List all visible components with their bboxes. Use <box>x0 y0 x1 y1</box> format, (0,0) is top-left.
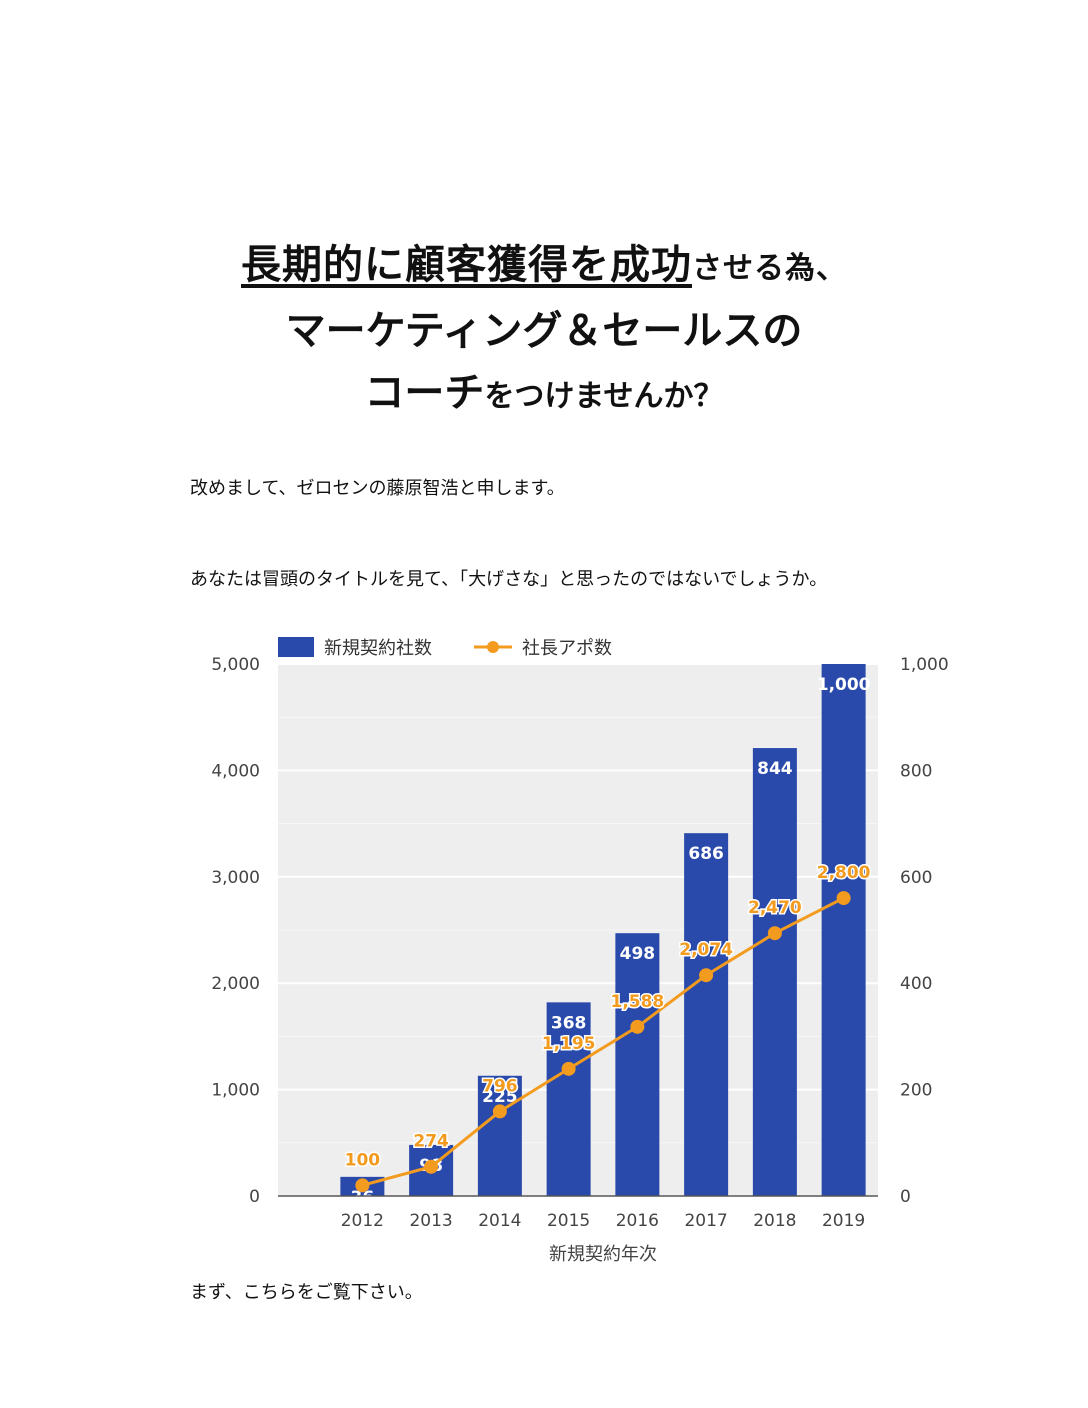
line-point-label: 2,800 <box>817 863 871 883</box>
question-paragraph: あなたは冒頭のタイトルを見て、「大げさな」と思ったのではないでしょうか。 <box>190 569 828 590</box>
bar <box>546 1002 591 1196</box>
y2-tick-label: 600 <box>900 868 932 888</box>
headline-line-2: マーケティング＆セールスの <box>285 307 803 354</box>
line-series-path <box>361 896 845 1187</box>
legend-line-label: 社長アポ数 <box>522 638 612 659</box>
y2-tick-label: 200 <box>900 1081 932 1101</box>
bar <box>477 1075 522 1196</box>
line-point <box>836 891 851 906</box>
bar-label: 36 <box>351 1188 375 1208</box>
headline-line-3-tail: をつけませんか？ <box>484 379 724 414</box>
x-tick-label: 2017 <box>684 1211 727 1231</box>
line-point <box>630 1019 645 1034</box>
y-tick-label: 3,000 <box>211 868 260 888</box>
combo-chart: 0 1,000 2,000 3,000 4,000 5,000 0 200 400 600 800 1… <box>211 637 949 1265</box>
y-tick-label: 2,000 <box>211 974 260 994</box>
x-tick-label: 2019 <box>822 1211 865 1231</box>
intro-paragraph: 改めまして、ゼロセンの藤原智浩と申します。 <box>190 478 565 499</box>
x-tick-label: 2018 <box>753 1211 796 1231</box>
line-point-label: 100 <box>345 1150 381 1170</box>
bar-label: 844 <box>757 759 793 779</box>
bar <box>684 833 729 1196</box>
x-tick-label: 2016 <box>616 1211 659 1231</box>
headline-line-1: 長期的に顧客獲得を成功させる為、 <box>0 232 1088 290</box>
x-tick-label: 2014 <box>478 1211 521 1231</box>
y-tick-label: 0 <box>249 1187 260 1207</box>
line-point <box>561 1061 576 1076</box>
headline-line-1-tail: させる為、 <box>692 251 847 286</box>
lead-paragraph: まず、こちらをご覧下さい。 <box>190 1282 423 1303</box>
line-point <box>767 926 782 941</box>
line-point-label: 1,588 <box>610 992 664 1012</box>
x-tick-label: 2015 <box>547 1211 590 1231</box>
y2-tick-label: 1,000 <box>900 655 949 675</box>
bar <box>752 748 797 1196</box>
legend-line-marker <box>487 641 499 653</box>
headline-line-1-main: 長期的に顧客獲得を成功 <box>241 241 692 288</box>
headline-line-3-main: コーチ <box>364 369 485 416</box>
bar-label: 686 <box>688 844 724 864</box>
line-point <box>424 1159 439 1174</box>
bar <box>615 933 660 1196</box>
line-point-label: 2,074 <box>679 940 733 960</box>
line-point <box>699 968 714 983</box>
line-point <box>492 1104 507 1119</box>
legend-bar-label: 新規契約社数 <box>324 638 432 659</box>
y-tick-label: 5,000 <box>211 655 260 675</box>
x-tick-label: 2012 <box>341 1211 384 1231</box>
x-axis-title: 新規契約年次 <box>549 1244 657 1265</box>
y2-tick-label: 0 <box>900 1187 911 1207</box>
headline-line-3: コーチをつけませんか？ <box>0 360 1088 418</box>
y-tick-label: 4,000 <box>211 761 260 781</box>
y-tick-label: 1,000 <box>211 1081 260 1101</box>
x-tick-label: 2013 <box>409 1211 452 1231</box>
line-point-label: 2,470 <box>748 898 802 918</box>
bar-label: 498 <box>620 944 656 964</box>
y2-tick-label: 800 <box>900 761 932 781</box>
line-point-label: 796 <box>482 1076 518 1096</box>
bar <box>821 664 866 1196</box>
line-point <box>355 1178 370 1193</box>
line-point-label: 274 <box>413 1132 449 1152</box>
bar-label: 1,000 <box>817 675 871 695</box>
line-point-label: 1,195 <box>542 1034 596 1054</box>
bar-label: 225 <box>482 1087 518 1107</box>
bar-label: 368 <box>551 1013 587 1033</box>
legend-bar-swatch <box>278 637 314 657</box>
y2-tick-label: 400 <box>900 974 932 994</box>
